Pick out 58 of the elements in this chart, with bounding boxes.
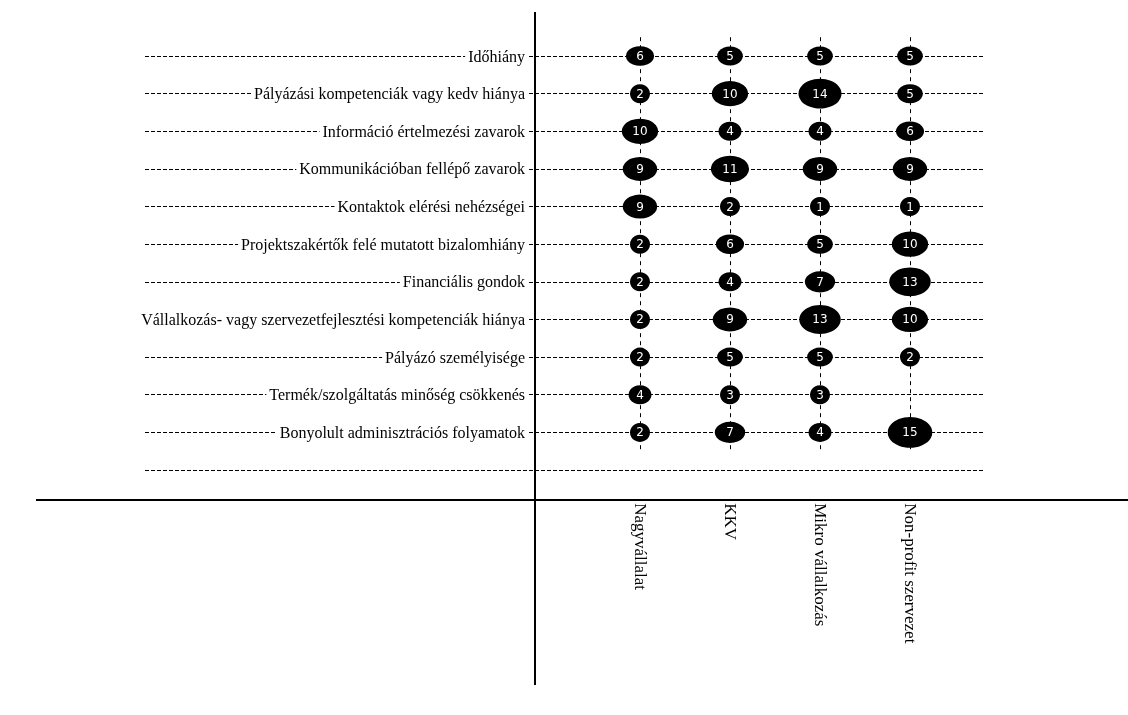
data-label: 3	[816, 387, 824, 402]
x-tick-label: KKV	[720, 503, 740, 541]
y-tick-label: Időhiány	[468, 47, 525, 66]
data-label: 5	[816, 237, 824, 252]
data-label: 9	[816, 161, 824, 176]
data-label: 2	[636, 312, 644, 327]
data-label: 9	[906, 161, 914, 176]
data-label: 2	[636, 350, 644, 365]
data-label: 2	[906, 350, 914, 365]
data-label: 2	[636, 237, 644, 252]
data-label: 6	[906, 124, 914, 139]
data-label: 11	[722, 161, 738, 176]
data-label: 6	[636, 49, 644, 64]
data-label: 4	[726, 274, 734, 289]
data-label: 5	[906, 86, 914, 101]
data-label: 13	[902, 274, 918, 289]
data-label: 4	[726, 124, 734, 139]
data-label: 9	[636, 161, 644, 176]
data-label: 5	[726, 350, 734, 365]
data-label: 10	[632, 124, 648, 139]
y-tick-label: Financiális gondok	[402, 273, 525, 292]
y-tick-label: Projektszakértők felé mutatott bizalomhiány	[241, 235, 525, 254]
data-label: 9	[726, 312, 734, 327]
data-label: 6	[726, 237, 734, 252]
data-label: 1	[816, 199, 824, 214]
data-label: 10	[902, 312, 918, 327]
y-tick-label: Bonyolult adminisztrációs folyamatok	[279, 423, 525, 442]
y-tick-label: Pályázási kompetenciák vagy kedv hiánya	[253, 85, 525, 104]
data-label: 4	[636, 387, 644, 402]
data-label: 2	[636, 274, 644, 289]
data-label: 4	[816, 425, 824, 440]
y-tick-label: Pályázó személyisége	[385, 348, 525, 367]
y-tick-label: Információ értelmezési zavarok	[322, 122, 525, 140]
data-label: 4	[816, 124, 824, 139]
data-label: 9	[636, 199, 644, 214]
x-tick-label: Mikro vállalkozás	[810, 503, 830, 627]
data-label: 10	[722, 86, 738, 101]
data-label: 3	[726, 387, 734, 402]
data-label: 14	[812, 86, 828, 101]
data-label: 15	[902, 425, 918, 440]
x-tick-label: Non-profit szervezet	[900, 503, 920, 644]
data-label: 2	[726, 199, 734, 214]
data-label: 7	[816, 274, 824, 289]
data-label: 5	[816, 49, 824, 64]
data-label: 2	[636, 86, 644, 101]
data-label: 2	[636, 425, 644, 440]
data-label: 10	[902, 237, 918, 252]
y-tick-label: Vállalkozás- vagy szervezetfejlesztési kompetenciák hiánya	[141, 310, 525, 329]
data-label: 1	[906, 199, 914, 214]
data-label: 13	[812, 312, 828, 327]
y-tick-label: Kontaktok elérési nehézségei	[337, 198, 526, 217]
data-label: 5	[906, 49, 914, 64]
y-tick-label: Termék/szolgáltatás minőség csökkenés	[269, 386, 525, 405]
x-tick-label: Nagyvállalat	[630, 503, 650, 591]
data-label: 5	[816, 350, 824, 365]
y-tick-label: Kommunikációban fellépő zavarok	[299, 160, 525, 179]
data-label: 5	[726, 49, 734, 64]
data-label: 7	[726, 425, 734, 440]
